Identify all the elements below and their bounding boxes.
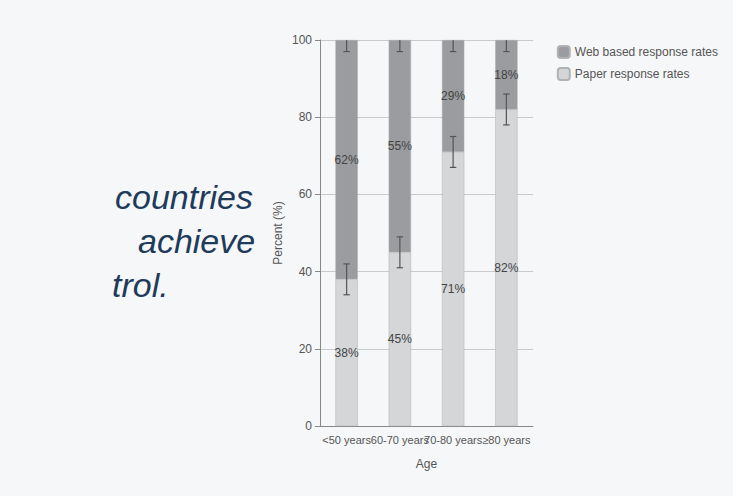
svg-text:55%: 55% — [388, 139, 412, 153]
svg-text:40: 40 — [299, 265, 313, 279]
svg-text:45%: 45% — [388, 332, 412, 346]
html-text:achieve: achieve — [138, 222, 256, 260]
svg-text:62%: 62% — [335, 153, 359, 167]
html-text:countries: countries — [115, 178, 253, 216]
svg-text:<50 years: <50 years — [322, 434, 371, 446]
html-text:trol.: trol. — [112, 266, 169, 304]
svg-text:Web based response rates: Web based response rates — [575, 45, 718, 59]
svg-text:38%: 38% — [335, 346, 359, 360]
svg-text:0: 0 — [305, 419, 312, 433]
svg-text:Paper response rates: Paper response rates — [575, 67, 690, 81]
svg-text:60-70 years: 60-70 years — [371, 434, 430, 446]
svg-text:29%: 29% — [441, 89, 465, 103]
svg-text:≥80 years: ≥80 years — [482, 434, 531, 446]
svg-text:Age: Age — [416, 457, 438, 471]
svg-text:71%: 71% — [441, 282, 465, 296]
svg-text:82%: 82% — [494, 261, 518, 275]
svg-text:18%: 18% — [494, 68, 518, 82]
svg-text:60: 60 — [299, 187, 313, 201]
svg-text:80: 80 — [299, 110, 313, 124]
svg-text:100: 100 — [292, 33, 312, 47]
svg-text:20: 20 — [299, 342, 313, 356]
svg-text:70-80 years: 70-80 years — [424, 434, 483, 446]
svg-text:Percent (%): Percent (%) — [271, 201, 285, 264]
